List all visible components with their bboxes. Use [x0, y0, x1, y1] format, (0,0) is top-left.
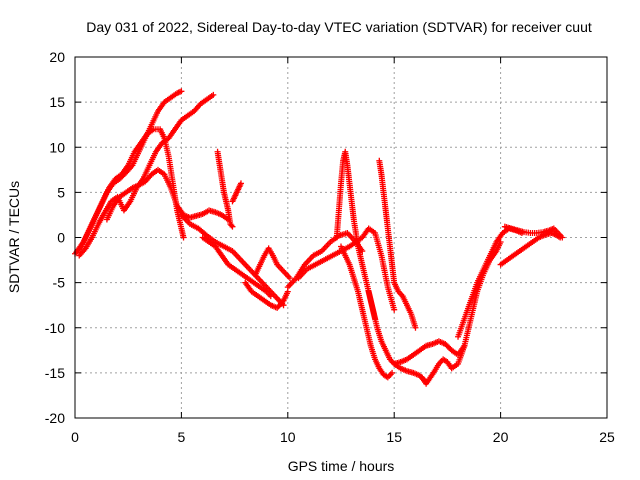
x-axis-label: GPS time / hours	[288, 458, 395, 474]
y-axis-label: SDTVAR / TECUs	[6, 181, 22, 293]
y-tick-label: 15	[49, 94, 65, 110]
series-arc-10	[252, 245, 293, 282]
series-arc-14	[338, 243, 396, 381]
chart-title: Day 031 of 2022, Sidereal Day-to-day VTE…	[86, 19, 592, 35]
x-tick-label: 0	[71, 429, 79, 445]
data-point	[228, 222, 235, 229]
y-tick-label: 10	[49, 139, 65, 155]
series-arc-5	[214, 148, 236, 230]
data-point	[237, 180, 244, 187]
series-arc-9	[242, 279, 291, 311]
y-tick-label: 5	[57, 184, 65, 200]
data-point	[178, 88, 185, 95]
axis-ticks	[74, 56, 608, 419]
y-tick-label: 20	[49, 49, 65, 65]
y-tick-labels: -20 -15 -10 -5 0 5 10 15 20	[45, 49, 65, 426]
data-point	[210, 91, 217, 98]
series-arc-21	[501, 223, 566, 241]
x-tick-label: 25	[599, 429, 615, 445]
data-point	[229, 223, 236, 230]
series-arc-15	[365, 288, 430, 385]
data-point	[559, 234, 566, 241]
series-arc-13	[333, 148, 379, 322]
series-arc-18	[418, 239, 504, 387]
x-tick-labels: 0 5 10 15 20 25	[71, 429, 615, 445]
data-point	[391, 306, 398, 313]
series-arc-3	[76, 91, 217, 259]
series-arc-20	[497, 229, 564, 268]
y-tick-label: -5	[53, 275, 66, 291]
series-arc-4	[103, 166, 232, 223]
data-point	[412, 324, 419, 331]
data-point	[180, 234, 187, 241]
x-tick-label: 15	[386, 429, 402, 445]
x-tick-label: 10	[280, 429, 296, 445]
data-point	[267, 293, 274, 300]
series-arc-16	[376, 157, 419, 331]
x-tick-label: 5	[178, 429, 186, 445]
y-tick-label: -10	[45, 320, 65, 336]
data-markers	[72, 88, 566, 387]
y-tick-label: -15	[45, 365, 65, 381]
series-arc-6	[229, 180, 244, 205]
series-arc-12	[295, 225, 398, 313]
data-point	[286, 275, 293, 282]
x-tick-label: 20	[493, 429, 509, 445]
data-point	[389, 369, 396, 376]
series-arc-8	[199, 234, 274, 300]
y-tick-label: -20	[45, 410, 65, 426]
y-tick-label: 0	[57, 230, 65, 246]
series-arc-19	[455, 225, 525, 340]
